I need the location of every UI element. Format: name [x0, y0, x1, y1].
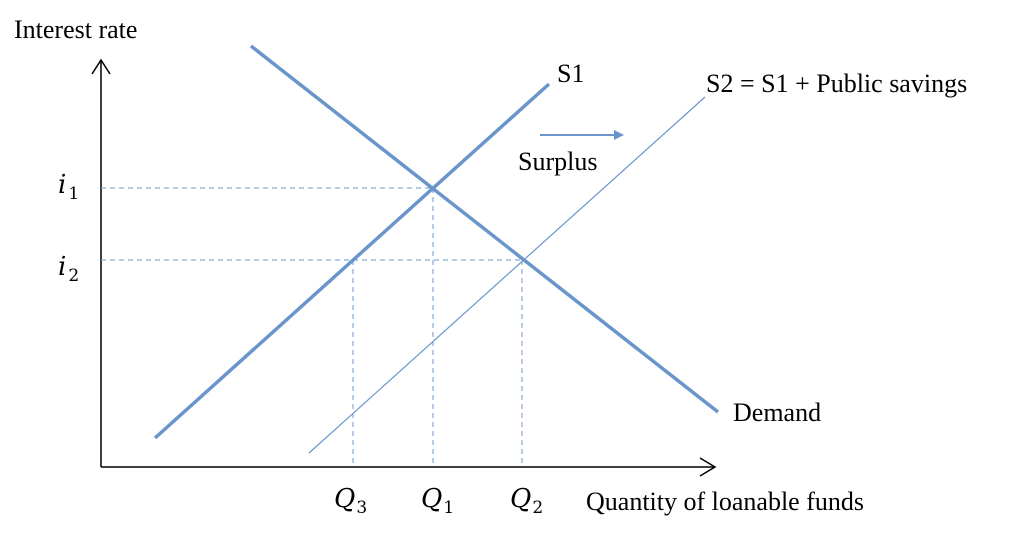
demand-label: Demand [733, 398, 821, 427]
surplus-label: Surplus [518, 147, 597, 176]
demand-curve [249, 44, 720, 414]
s1-curve [153, 82, 551, 440]
s2-curve [308, 96, 706, 454]
x-axis-arrowhead [699, 457, 717, 477]
x-axis-label: Quantity of loanable funds [586, 487, 864, 516]
y-axis-label: Interest rate [14, 15, 137, 44]
axes [91, 58, 717, 477]
q2-label: Q2 [510, 484, 543, 518]
q3-label: Q3 [334, 484, 367, 518]
s2-label: S2 = S1 + Public savings [706, 69, 967, 98]
q1-label: Q1 [421, 484, 454, 518]
curves [153, 44, 720, 454]
guide-lines [101, 187, 523, 467]
y-axis-arrowhead [91, 58, 111, 75]
s1-label: S1 [557, 59, 584, 88]
